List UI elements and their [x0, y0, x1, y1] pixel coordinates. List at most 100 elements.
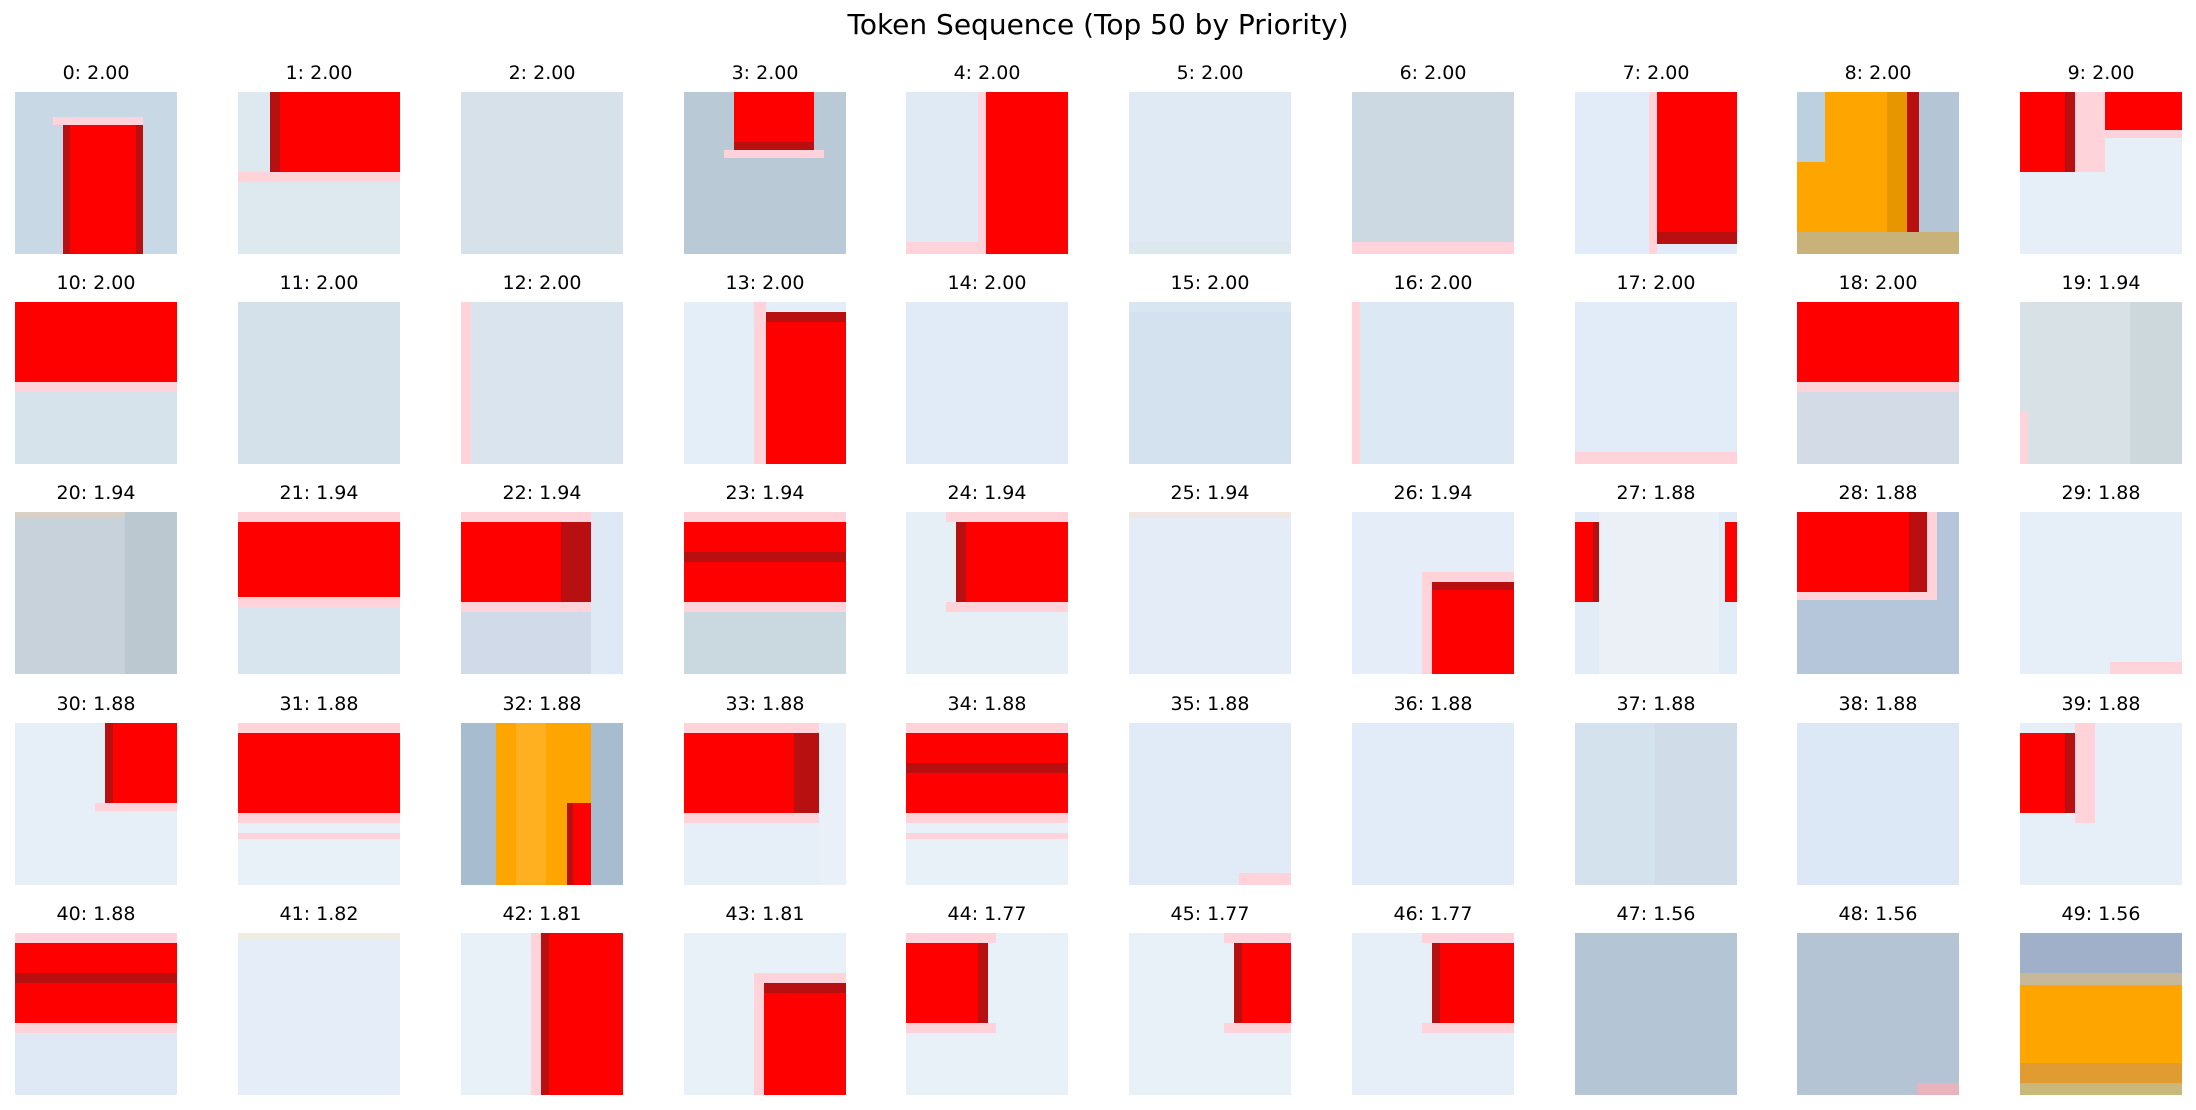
- token-patch-image: [906, 92, 1068, 254]
- patch-block: [2020, 933, 2182, 973]
- patch-block: [238, 813, 400, 823]
- token-patch-svg: [238, 933, 400, 1095]
- patch-block: [270, 92, 400, 172]
- patch-block: [270, 92, 280, 172]
- patch-block: [1797, 302, 1959, 382]
- token-patch-svg: [238, 92, 400, 254]
- patch-block: [1657, 92, 1737, 242]
- token-patch-svg: [906, 933, 1068, 1095]
- patch-block: [1422, 1023, 1514, 1033]
- token-patch-svg: [15, 512, 177, 674]
- token-patch-image: [238, 92, 400, 254]
- token-label: 29: 1.88: [2061, 482, 2141, 504]
- patch-block: [53, 117, 143, 125]
- token-patch-svg: [15, 92, 177, 254]
- token-patch-svg: [1797, 92, 1959, 254]
- patch-block: [2020, 412, 2028, 464]
- patch-block: [2105, 92, 2182, 130]
- token-patch-image: [1575, 92, 1737, 254]
- token-patch-svg: [906, 512, 1068, 674]
- token-patch-image: [238, 723, 400, 885]
- patch-block: [591, 512, 623, 674]
- token-label: 21: 1.94: [279, 482, 359, 504]
- token-patch-svg: [684, 933, 846, 1095]
- token-patch-image: [2020, 302, 2182, 464]
- patch-block: [684, 602, 846, 612]
- patch-block: [15, 933, 177, 943]
- patch-block: [1575, 522, 1595, 602]
- token-label: 49: 1.56: [2061, 903, 2141, 925]
- patch-block: [946, 512, 1068, 522]
- figure-title: Token Sequence (Top 50 by Priority): [847, 8, 1349, 41]
- patch-block: [1575, 452, 1737, 464]
- token-patch-image: [238, 933, 400, 1095]
- patch-block: [906, 833, 1068, 839]
- patch-block: [125, 512, 177, 674]
- token-patch-image: [1352, 933, 1514, 1095]
- patch-block: [819, 723, 846, 885]
- token-patch-image: [1797, 302, 1959, 464]
- patch-block: [461, 302, 471, 464]
- patch-block: [1797, 382, 1959, 392]
- patch-background: [1129, 512, 1291, 674]
- patch-block: [754, 973, 846, 983]
- patch-block: [906, 763, 1068, 773]
- token-patch-svg: [461, 92, 623, 254]
- token-label: 7: 2.00: [1622, 62, 1690, 84]
- token-patch-image: [15, 302, 177, 464]
- patch-block: [95, 803, 177, 811]
- patch-block: [2020, 985, 2182, 1065]
- token-label: 45: 1.77: [1170, 903, 1250, 925]
- token-patch-image: [461, 302, 623, 464]
- patch-block: [238, 597, 400, 607]
- token-patch-svg: [1575, 512, 1737, 674]
- patch-block: [1907, 92, 1919, 254]
- token-patch-svg: [238, 512, 400, 674]
- patch-block: [1129, 242, 1291, 254]
- token-patch-svg: [1575, 723, 1737, 885]
- patch-block: [1422, 572, 1514, 582]
- token-patch-image: [1797, 933, 1959, 1095]
- token-label: 28: 1.88: [1838, 482, 1918, 504]
- token-patch-image: [461, 512, 623, 674]
- token-patch-svg: [684, 512, 846, 674]
- token-patch-image: [684, 92, 846, 254]
- patch-block: [1432, 582, 1514, 590]
- token-patch-image: [15, 92, 177, 254]
- patch-block: [2075, 92, 2105, 172]
- token-patch-svg: [1129, 512, 1291, 674]
- patch-block: [1909, 512, 1927, 592]
- patch-background: [1797, 933, 1959, 1095]
- token-label: 24: 1.94: [947, 482, 1027, 504]
- token-label: 27: 1.88: [1616, 482, 1696, 504]
- token-patch-svg: [906, 723, 1068, 885]
- patch-background: [1352, 92, 1514, 254]
- token-patch-svg: [684, 723, 846, 885]
- patch-block: [1422, 572, 1432, 674]
- token-label: 36: 1.88: [1393, 693, 1473, 715]
- token-label: 37: 1.88: [1616, 693, 1696, 715]
- patch-block: [541, 933, 623, 1095]
- patch-block: [105, 723, 113, 803]
- patch-block: [978, 92, 986, 254]
- token-patch-svg: [1575, 302, 1737, 464]
- patch-block: [1352, 302, 1360, 464]
- patch-block: [1352, 242, 1514, 254]
- patch-block: [238, 833, 400, 839]
- patch-block: [238, 733, 400, 813]
- token-patch-image: [1129, 302, 1291, 464]
- token-patch-svg: [461, 933, 623, 1095]
- patch-block: [1224, 1023, 1291, 1033]
- patch-block: [684, 723, 846, 733]
- patch-block: [561, 522, 591, 602]
- patch-block: [734, 142, 814, 150]
- patch-block: [567, 803, 573, 885]
- patch-block: [906, 943, 988, 1023]
- patch-block: [15, 512, 177, 518]
- token-patch-image: [1129, 723, 1291, 885]
- token-patch-image: [906, 512, 1068, 674]
- token-patch-image: [1575, 723, 1737, 885]
- patch-block: [70, 117, 136, 254]
- patch-block: [684, 552, 846, 562]
